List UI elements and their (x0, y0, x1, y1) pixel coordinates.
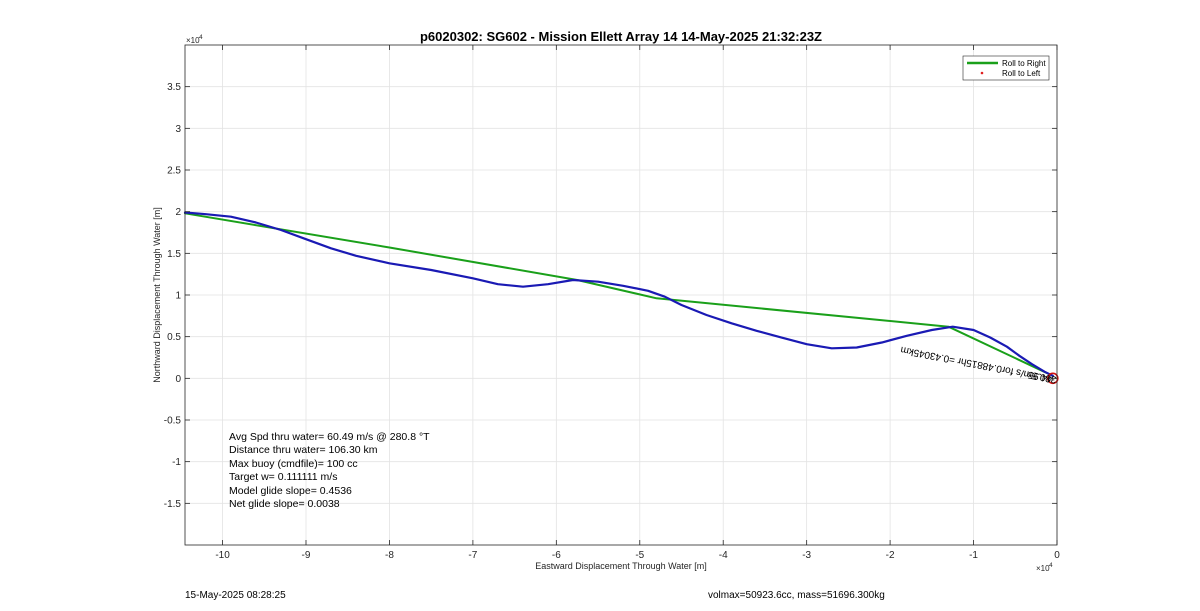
series-line-track (183, 211, 1054, 377)
x-tick-label: -4 (719, 550, 728, 561)
footer-volume-mass: volmax=50923.6cc, mass=51696.300kg (708, 590, 885, 601)
y-tick-label: -1 (172, 457, 181, 468)
x-tick-label: -2 (886, 550, 895, 561)
track-annotation-overlap-text: 44.95 (1027, 368, 1054, 384)
chart-title: p6020302: SG602 - Mission Ellett Array 1… (420, 29, 822, 44)
legend-swatch-roll-left (980, 71, 984, 75)
stat-target-w: Target w= 0.111111 m/s (229, 471, 337, 483)
x-tick-label: -1 (969, 550, 978, 561)
end-position-marker (1047, 372, 1059, 385)
footer-timestamp: 15-May-2025 08:28:25 (185, 590, 286, 601)
x-multiplier-exponent: 4 (1049, 562, 1053, 569)
y-tick-label: 3 (175, 124, 181, 135)
y-tick-label: 2 (175, 207, 181, 218)
y-tick-label: -1.5 (164, 499, 182, 510)
stat-max-buoy: Max buoy (cmdfile)= 100 cc (229, 458, 358, 470)
y-tick-label: 1 (175, 291, 181, 302)
x-multiplier-base: ×10 (1036, 564, 1050, 573)
y-multiplier-base: ×10 (186, 36, 200, 45)
plot-series (183, 211, 1059, 385)
y-tick-label: 2.5 (167, 166, 181, 177)
x-tick-label: -9 (302, 550, 311, 561)
x-tick-label: -5 (635, 550, 644, 561)
y-tick-label: 1.5 (167, 249, 181, 260)
x-tick-label: -6 (552, 550, 561, 561)
legend-box (962, 55, 1050, 81)
grid (185, 45, 1058, 545)
y-multiplier-exponent: 4 (199, 34, 203, 41)
stat-avg-speed: Avg Spd thru water= 60.49 m/s @ 280.8 °T (229, 431, 430, 443)
y-axis-multiplier: ×10 4 (186, 34, 203, 45)
y-tick-label: -0.5 (164, 416, 182, 427)
stat-model-glide-slope: Model glide slope= 0.4536 (229, 485, 352, 497)
x-tick-label: -10 (215, 550, 230, 561)
x-axis-multiplier: ×10 4 (1036, 562, 1053, 573)
y-tick-label: 0 (175, 374, 181, 385)
x-axis-label: Eastward Displacement Through Water [m] (535, 561, 707, 571)
legend-label-roll-right: Roll to Right (1002, 59, 1046, 68)
stats-box: Avg Spd thru water= 60.49 m/s @ 280.8 °T… (229, 431, 430, 510)
x-tick-label: -8 (385, 550, 394, 561)
y-tick-label: 3.5 (167, 82, 181, 93)
x-tick-label: -7 (468, 550, 477, 561)
stat-net-glide-slope: Net glide slope= 0.0038 (229, 498, 340, 510)
x-tick-label: 0 (1054, 550, 1060, 561)
legend: Roll to Right Roll to Left (962, 55, 1050, 81)
series-line-roll-right (184, 212, 1054, 377)
x-tick-label: -3 (802, 550, 811, 561)
y-axis-label: Northward Displacement Through Water [m] (152, 207, 162, 383)
y-tick-label: 0.5 (167, 332, 181, 343)
axis-ticks: -10 -9 -8 -7 -6 -5 -4 -3 -2 -1 0-1.5-1-0.500.511.5… (164, 45, 1060, 561)
stat-distance: Distance thru water= 106.30 km (229, 444, 378, 456)
legend-label-roll-left: Roll to Left (1002, 69, 1041, 78)
